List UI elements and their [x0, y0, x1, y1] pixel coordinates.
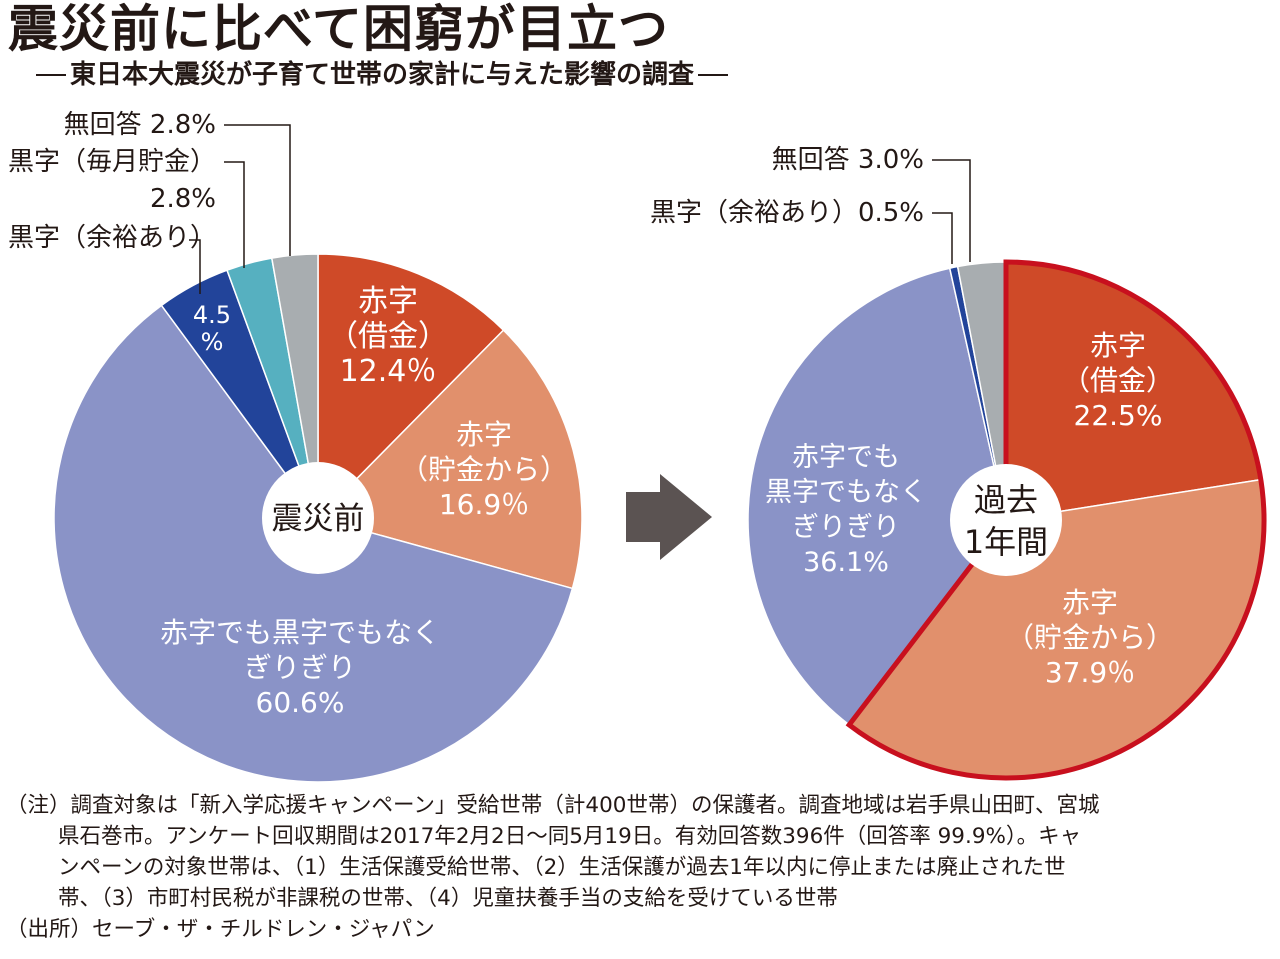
- slice-label: 4.5: [193, 301, 231, 329]
- donut-hole: [950, 464, 1062, 576]
- callout-leader: [189, 239, 201, 294]
- slice-label: ぎりぎり: [792, 512, 900, 543]
- highlight-outline: [845, 259, 1267, 781]
- callout-leader: [224, 161, 245, 268]
- callout-label: 2.8%: [150, 184, 216, 214]
- center-label: 1年間: [964, 523, 1048, 561]
- slice-label: %: [201, 328, 224, 356]
- callout-leader: [932, 159, 971, 262]
- chart-subtitle: 東日本大震災が子育て世帯の家計に与えた影響の調査: [32, 58, 732, 92]
- pie-slice: [747, 267, 1007, 726]
- pie-slice: [316, 329, 583, 590]
- source-line: （出所）セーブ・ザ・チルドレン・ジャパン: [6, 917, 435, 942]
- slice-label: 60.6%: [256, 686, 345, 719]
- slice-label: 37.9％: [1045, 656, 1135, 689]
- slice-label: 赤字: [358, 284, 418, 319]
- slice-label: 赤字: [1090, 329, 1146, 362]
- slice-label: （貯金から）: [400, 453, 568, 486]
- slice-label: （貯金から）: [1006, 621, 1174, 654]
- note-line: （注）調査対象は「新入学応援キャンペーン」受給世帯（計400世帯）の保護者。調査…: [6, 793, 1100, 818]
- pie-slice: [270, 253, 319, 519]
- callout-leader: [224, 124, 291, 256]
- slice-label: ぎりぎり: [244, 651, 356, 684]
- subtitle-text: 東日本大震災が子育て世帯の家計に与えた影響の調査: [70, 60, 695, 90]
- slice-label: 12.4％: [340, 354, 437, 389]
- callout-label: 黒字（余裕あり）0.5%: [650, 198, 924, 228]
- slice-label: 赤字: [1062, 586, 1118, 619]
- slice-label: 22.5%: [1074, 399, 1163, 432]
- callout-label: 黒字（毎月貯金）: [8, 147, 216, 177]
- slice-label: （借金）: [1062, 364, 1174, 397]
- note-line: 帯、（3）市町村民税が非課税の世帯、（4）児童扶養手当の支給を受けている世帯: [58, 886, 838, 911]
- slice-label: 16.9％: [439, 488, 529, 521]
- callout-leader: [932, 212, 953, 264]
- callout-label: 黒字（余裕あり）: [8, 223, 216, 253]
- footnote: （注）調査対象は「新入学応援キャンペーン」受給世帯（計400世帯）の保護者。調査…: [6, 790, 1276, 945]
- arrow-icon: [626, 474, 712, 560]
- slice-label: （借金）: [328, 319, 448, 354]
- subtitle-dash-right: [698, 74, 729, 76]
- center-label: 震災前: [272, 501, 365, 537]
- chart-title: 震災前に比べて困窮が目立つ: [8, 0, 669, 58]
- slice-label: 黒字でもなく: [765, 477, 927, 508]
- slice-label: 赤字: [456, 418, 512, 451]
- note-line: ンペーンの対象世帯は、（1）生活保護受給世帯、（2）生活保護が過去1年以内に停止…: [58, 855, 1066, 880]
- callout-label: 無回答 3.0%: [772, 145, 924, 175]
- pie-charts: 震災前赤字（借金）12.4％赤字（貯金から）16.9％赤字でも黒字でもなくぎりぎ…: [8, 110, 1267, 783]
- callout-label: 無回答 2.8%: [64, 110, 216, 140]
- slice-label: 36.1%: [803, 547, 889, 578]
- donut-hole: [262, 462, 374, 574]
- center-label: 過去: [974, 481, 1038, 519]
- note-line: 県石巻市。アンケート回収期間は2017年2月2日〜同5月19日。有効回答数396…: [58, 824, 1082, 849]
- pie-slice: [317, 253, 505, 520]
- slice-label: 赤字でも黒字でもなく: [160, 616, 440, 649]
- subtitle-dash-left: [36, 74, 66, 76]
- slice-label: 赤字でも: [792, 442, 900, 473]
